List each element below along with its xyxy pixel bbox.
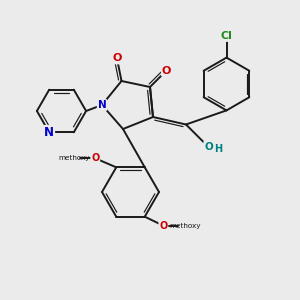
Text: O: O — [204, 142, 213, 152]
Text: Cl: Cl — [220, 31, 232, 41]
Text: H: H — [214, 143, 222, 154]
Text: O: O — [162, 65, 171, 76]
Text: O: O — [91, 153, 99, 163]
Text: methoxy: methoxy — [169, 223, 201, 229]
Text: O: O — [159, 221, 167, 231]
Text: methoxy: methoxy — [58, 155, 89, 161]
Text: N: N — [98, 100, 106, 110]
Text: O: O — [112, 53, 122, 64]
Text: N: N — [44, 126, 54, 139]
